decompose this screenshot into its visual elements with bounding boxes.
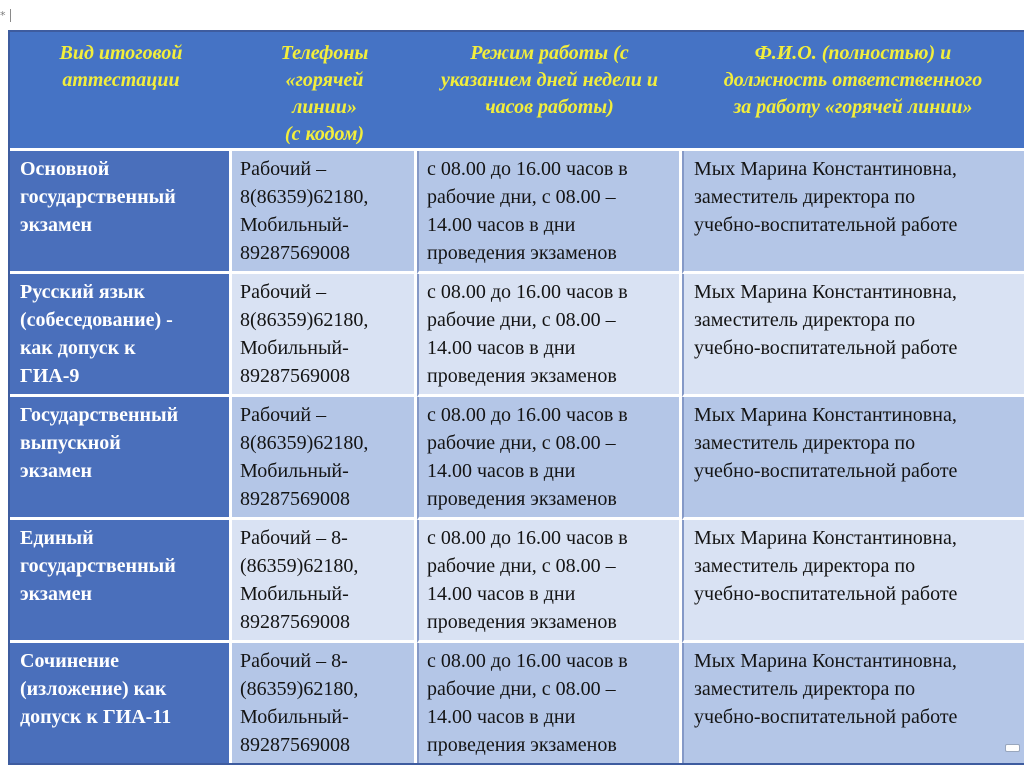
responsible-cell: Мых Марина Константиновна, заместитель д…	[682, 151, 1024, 274]
phones-cell: Рабочий – 8- (86359)62180, Мобильный- 89…	[232, 643, 417, 763]
responsible-cell: Мых Марина Константиновна, заместитель д…	[682, 643, 1024, 763]
resize-handle-icon	[1005, 744, 1020, 752]
schedule-cell: с 08.00 до 16.00 часов в рабочие дни, с …	[417, 151, 682, 274]
table-row: Государственный выпускной экзамен Рабочи…	[10, 397, 1024, 520]
exam-type-cell: Единый государственный экзамен	[10, 520, 232, 643]
table-row: Русский язык (собеседование) - как допус…	[10, 274, 1024, 397]
schedule-cell: с 08.00 до 16.00 часов в рабочие дни, с …	[417, 520, 682, 643]
table-row: Единый государственный экзамен Рабочий –…	[10, 520, 1024, 643]
hotline-attestation-table: Вид итоговой аттестации Телефоны «горяче…	[8, 30, 1024, 765]
responsible-cell: Мых Марина Константиновна, заместитель д…	[682, 397, 1024, 520]
table-row: Основной государственный экзамен Рабочий…	[10, 151, 1024, 274]
phones-cell: Рабочий – 8(86359)62180, Мобильный- 8928…	[232, 397, 417, 520]
phones-cell: Рабочий – 8(86359)62180, Мобильный- 8928…	[232, 274, 417, 397]
exam-type-cell: Сочинение (изложение) как допуск к ГИА-1…	[10, 643, 232, 763]
responsible-cell: Мых Марина Константиновна, заместитель д…	[682, 274, 1024, 397]
object-anchor-icon: *	[0, 9, 11, 22]
header-cell-exam-type: Вид итоговой аттестации	[10, 32, 232, 151]
phones-cell: Рабочий – 8- (86359)62180, Мобильный- 89…	[232, 520, 417, 643]
schedule-cell: с 08.00 до 16.00 часов в рабочие дни, с …	[417, 274, 682, 397]
header-cell-responsible: Ф.И.О. (полностью) и должность ответстве…	[682, 32, 1024, 151]
header-cell-phones: Телефоны «горячей линии» (с кодом)	[232, 32, 417, 151]
phones-cell: Рабочий – 8(86359)62180, Мобильный- 8928…	[232, 151, 417, 274]
table-row: Сочинение (изложение) как допуск к ГИА-1…	[10, 643, 1024, 763]
exam-type-cell: Русский язык (собеседование) - как допус…	[10, 274, 232, 397]
schedule-cell: с 08.00 до 16.00 часов в рабочие дни, с …	[417, 643, 682, 763]
responsible-cell: Мых Марина Константиновна, заместитель д…	[682, 520, 1024, 643]
schedule-cell: с 08.00 до 16.00 часов в рабочие дни, с …	[417, 397, 682, 520]
exam-type-cell: Основной государственный экзамен	[10, 151, 232, 274]
header-cell-schedule: Режим работы (с указанием дней недели и …	[417, 32, 682, 151]
exam-type-cell: Государственный выпускной экзамен	[10, 397, 232, 520]
header-row: Вид итоговой аттестации Телефоны «горяче…	[10, 32, 1024, 151]
